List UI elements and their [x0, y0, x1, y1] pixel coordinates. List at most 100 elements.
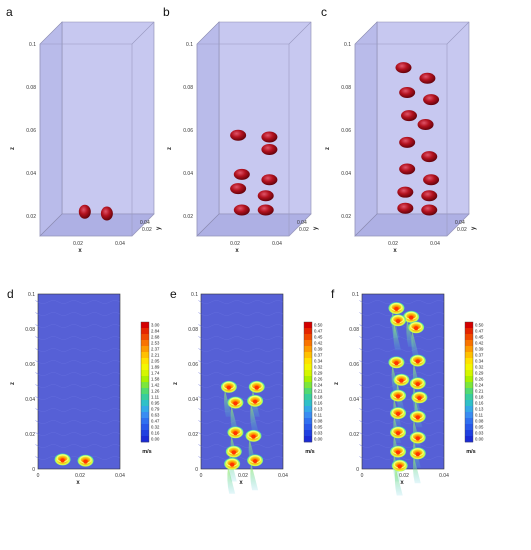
bubble-core — [415, 382, 420, 387]
colorbar-unit: m/s — [142, 449, 151, 455]
z-axis-label: z — [173, 382, 179, 385]
z-tick-label: 0.1 — [344, 42, 351, 48]
z-tick-label: 0.04 — [188, 397, 198, 403]
field-texture — [359, 300, 445, 304]
z-tick-label: 0.06 — [341, 128, 351, 134]
z-tick-label: 0.08 — [349, 327, 359, 333]
colorbar-tick-label: 0.45 — [475, 335, 484, 340]
colorbar-swatch — [141, 382, 149, 389]
bubble — [399, 87, 416, 98]
bubble-core — [415, 436, 420, 441]
box-edge — [446, 213, 470, 237]
colorbar-swatch — [465, 388, 473, 395]
colorbar-tick-label: 0.05 — [314, 425, 323, 430]
x-tick-label: 0.04 — [278, 473, 288, 479]
bubble-core — [395, 394, 401, 399]
box-edge — [131, 21, 155, 45]
panel-d: d 0.1 0.08 0.06 0.04 0.02 0 z 0 0.02 0.04 x 3.002.84… — [7, 287, 160, 486]
z-tick-label: 0.08 — [25, 327, 35, 333]
field-texture — [198, 384, 284, 388]
colorbar-swatch — [465, 424, 473, 431]
z-tick-label: 0.02 — [25, 432, 35, 438]
colorbar-swatch — [465, 430, 473, 437]
colorbar-swatch — [304, 370, 312, 377]
colorbar-tick-label: 2.68 — [151, 335, 160, 340]
bubble-core — [394, 307, 399, 311]
field-texture — [35, 396, 121, 400]
x-tick-label: 0.02 — [399, 473, 409, 479]
colorbar-swatch — [141, 412, 149, 419]
colorbar-tick-label: 0.39 — [475, 347, 484, 352]
y-axis-label: y — [313, 226, 319, 230]
bubble-wake — [227, 466, 236, 494]
panel-f: f 0.1 0.08 0.06 0.04 0.02 0 z 0 0.02 0.04 x 0.500.47… — [331, 287, 484, 496]
colorbar-tick-label: 0.13 — [475, 407, 484, 412]
z-tick-label: 0.08 — [26, 85, 36, 91]
colorbar-tick-label: 2.05 — [151, 359, 160, 364]
field-texture — [35, 360, 121, 364]
colorbar-tick-label: 0.16 — [314, 401, 323, 406]
bubble — [401, 110, 417, 122]
x-tick-label: 0.02 — [73, 241, 83, 247]
bubble — [233, 168, 250, 180]
x-tick-label: 0.04 — [115, 473, 125, 479]
colorbar-swatch — [141, 436, 149, 443]
panel-label: c — [321, 5, 327, 19]
bubble — [423, 94, 440, 106]
bubble — [417, 119, 434, 131]
colorbar-swatch — [465, 370, 473, 377]
x-tick-label: 0.04 — [115, 241, 125, 247]
colorbar-frame — [464, 321, 474, 443]
bubble-wake — [230, 405, 239, 433]
bubble-core — [409, 315, 414, 320]
colorbar-swatch — [304, 328, 312, 335]
colorbar-swatch — [304, 376, 312, 383]
colorbar-tick-label: 1.74 — [151, 371, 160, 376]
z-tick-label: 0 — [356, 467, 359, 473]
colorbar-swatch — [304, 382, 312, 389]
z-tick-label: 0.06 — [25, 362, 35, 368]
colorbar-tick-label: 0.03 — [475, 431, 484, 436]
colorbar-tick-label: 0.00 — [314, 437, 323, 442]
colorbar-swatch — [465, 376, 473, 383]
colorbar-tick-label: 0.32 — [151, 425, 160, 430]
colorbar-tick-label: 0.47 — [314, 329, 323, 334]
field-texture — [198, 408, 284, 412]
colorbar-tick-label: 0.32 — [475, 365, 484, 370]
x-axis-label: x — [78, 248, 82, 254]
bubble-core — [415, 415, 420, 420]
y-tick-label: 0.04 — [140, 220, 150, 226]
colorbar-frame — [140, 321, 150, 443]
box-back-face — [61, 21, 155, 215]
colorbar-swatch — [141, 424, 149, 431]
z-axis-label: z — [167, 147, 173, 150]
z-tick-label: 0.04 — [349, 397, 359, 403]
bubble — [100, 206, 113, 221]
bubble — [230, 183, 247, 195]
colorbar-tick-label: 2.37 — [151, 347, 160, 352]
bubble-core — [395, 431, 401, 436]
colorbar-tick-label: 0.24 — [314, 383, 323, 388]
colorbar-tick-label: 0.00 — [151, 437, 160, 442]
colorbar-swatch — [141, 400, 149, 407]
colorbar-tick-label: 0.11 — [475, 413, 484, 418]
z-tick-label: 0.02 — [188, 432, 198, 438]
field-texture — [35, 372, 121, 376]
field-texture — [198, 336, 284, 340]
colorbar-swatch — [304, 322, 312, 329]
field-texture — [35, 408, 121, 412]
panel-label: f — [331, 287, 335, 301]
colorbar-tick-label: 0.16 — [475, 401, 484, 406]
colorbar-swatch — [141, 388, 149, 395]
colorbar-swatch — [465, 400, 473, 407]
bubble-core — [60, 458, 65, 463]
z-tick-label: 0.08 — [183, 85, 193, 91]
colorbar-tick-label: 0.32 — [314, 365, 323, 370]
field-texture — [198, 360, 284, 364]
colorbar-tick-label: 0.34 — [475, 359, 484, 364]
colorbar-swatch — [304, 388, 312, 395]
box-left-face — [196, 21, 220, 237]
z-tick-label: 0.02 — [183, 214, 193, 220]
colorbar-swatch — [465, 364, 473, 371]
